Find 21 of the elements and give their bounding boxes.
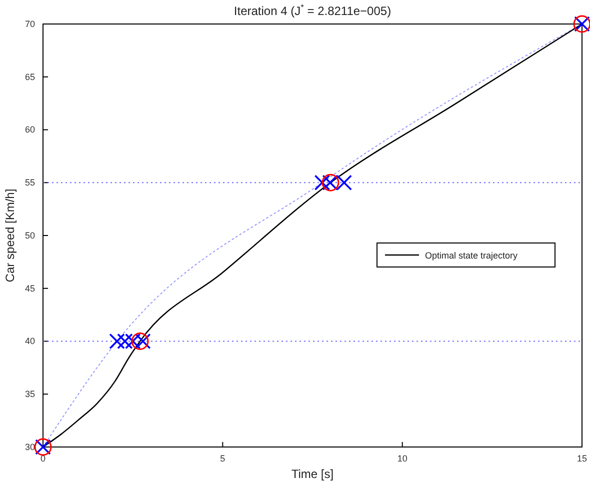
point: [117, 333, 133, 350]
chart-title: Iteration 4 (J$^{*}$ = 2.8211e−005): [234, 2, 392, 18]
y-tick-label: 60: [24, 124, 35, 135]
legend-label: Optimal state trajectory: [425, 250, 518, 260]
y-tick-label: 70: [24, 18, 35, 29]
y-tick-label: 50: [24, 230, 35, 240]
y-tick-label: 65: [24, 72, 35, 82]
point: [131, 332, 149, 350]
x-tick-label: 0: [40, 453, 46, 464]
x-tick-label: 5: [220, 453, 226, 464]
y-tick-label: 35: [24, 389, 35, 400]
y-tick-label: 55: [24, 178, 35, 188]
point: [134, 333, 151, 350]
x-axis-title: Time [s]: [291, 467, 334, 481]
x-tick-label: 15: [576, 453, 588, 464]
y-tick-label: 45: [24, 283, 35, 294]
x-tick-label: 10: [397, 453, 408, 464]
point: [314, 174, 330, 191]
y-tick-label: 30: [24, 442, 35, 452]
y-tick-label: 40: [24, 336, 35, 346]
y-axis-title: Car speed [Km/h]: [3, 188, 17, 282]
